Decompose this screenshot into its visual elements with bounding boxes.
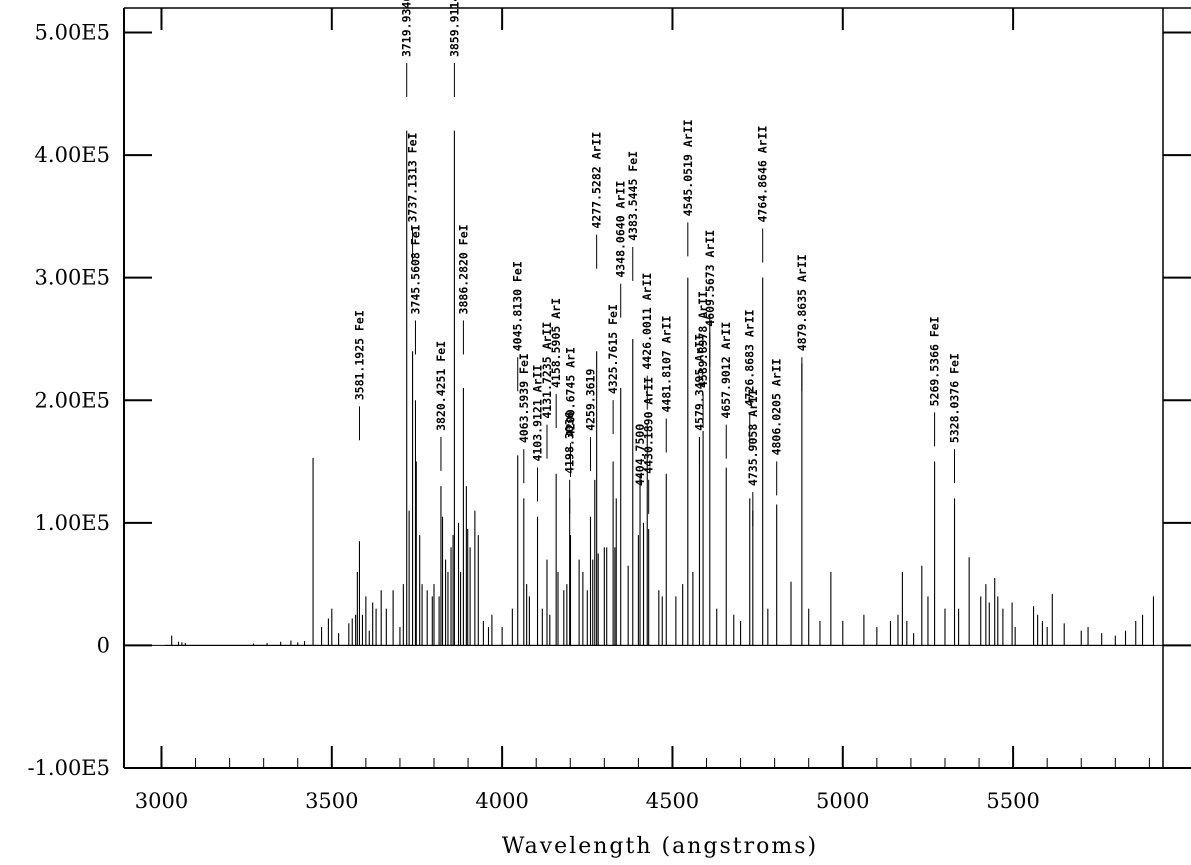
annotation-label: 4348.0640 ArII — [614, 181, 628, 278]
annotation-label: 4277.5282 ArII — [590, 132, 604, 229]
line-annotations: 3581.1925 FeI 3719.9346 3737.1313 FeI3745.… — [352, 0, 962, 527]
annotation-label: 5269.5366 FeI — [928, 316, 942, 406]
annotation-label: 3820.4251 FeI — [434, 341, 448, 431]
annotation-label: 4657.9012 ArII — [719, 322, 733, 419]
annotation-label: 3859.9114 — [447, 0, 461, 57]
annotation-label: 4063.5939 FeI — [517, 353, 531, 443]
annotation-label: 4806.0205 ArII — [770, 358, 784, 455]
annotation-label: 3886.2820 FeI — [456, 224, 470, 314]
y-tick-label: 5.00E5 — [35, 21, 110, 45]
annotation-label: 4589.8978 ArII — [696, 291, 710, 388]
x-tick-label: 5500 — [986, 789, 1039, 813]
annotation-label: 3745.5608 FeI — [408, 224, 422, 314]
x-tick-label: 5000 — [816, 789, 869, 813]
y-tick-label: 2.00E5 — [35, 388, 110, 412]
annotation-label: 4735.9058 ArII — [746, 389, 760, 486]
y-tick-label: -1.00E5 — [27, 756, 110, 780]
annotation-label: 4045.8130 FeI — [511, 261, 525, 351]
annotation-label: 4200.6745 ArI — [563, 347, 577, 437]
y-axis-ticks: -1.00E5 0 1.00E5 2.00E5 3.00E5 4.00E5 5.00E5 — [27, 21, 1191, 780]
x-tick-label: 3500 — [305, 789, 358, 813]
y-tick-label: 3.00E5 — [35, 266, 110, 290]
annotation-label: 3581.1925 FeI — [352, 310, 366, 400]
annotation-label: 4131.7235 ArII — [540, 322, 554, 419]
y-tick-label: 0 — [97, 633, 110, 657]
annotation-label: 4383.5445 FeI — [626, 151, 640, 241]
annotation-label: 3737.1313 FeI — [406, 133, 420, 223]
x-tick-label: 3000 — [135, 789, 188, 813]
annotation-label: 4404.7500 — [633, 424, 647, 486]
annotation-label: 4259.3619 — [583, 369, 597, 431]
annotation-label: 5328.0376 FeI — [948, 353, 962, 443]
x-axis-ticks: 3000 3500 4000 4500 5000 5500 — [135, 8, 1150, 813]
annotation-label: 4426.0011 ArII — [640, 273, 654, 370]
annotation-label: 4158.5905 ArI — [549, 298, 563, 388]
x-tick-label: 4000 — [475, 789, 528, 813]
annotation-label: 4609.5673 ArII — [703, 230, 717, 327]
spectrum-series — [164, 130, 1155, 647]
annotation-label: 4545.0519 ArII — [681, 119, 695, 216]
annotation-label: 4764.8646 ArII — [756, 126, 770, 223]
x-axis-label: Wavelength (angstroms) — [502, 834, 818, 859]
annotation-label: 4481.8107 ArII — [659, 316, 673, 413]
x-tick-label: 4500 — [646, 789, 699, 813]
annotation-label: 3719.9346 — [400, 0, 414, 57]
annotation-label: 4430.1890 ArII — [642, 377, 656, 474]
annotation-label: 4879.8635 ArII — [795, 254, 809, 351]
y-tick-label: 1.00E5 — [35, 511, 110, 535]
annotation-label: 4325.7615 FeI — [606, 304, 620, 394]
y-tick-label: 4.00E5 — [35, 143, 110, 167]
annotation-label: 4726.8683 ArII — [743, 309, 757, 406]
annotation-label: 4103.9121 ArII — [531, 365, 545, 462]
annotation-label: 4198.3036 — [563, 411, 577, 473]
